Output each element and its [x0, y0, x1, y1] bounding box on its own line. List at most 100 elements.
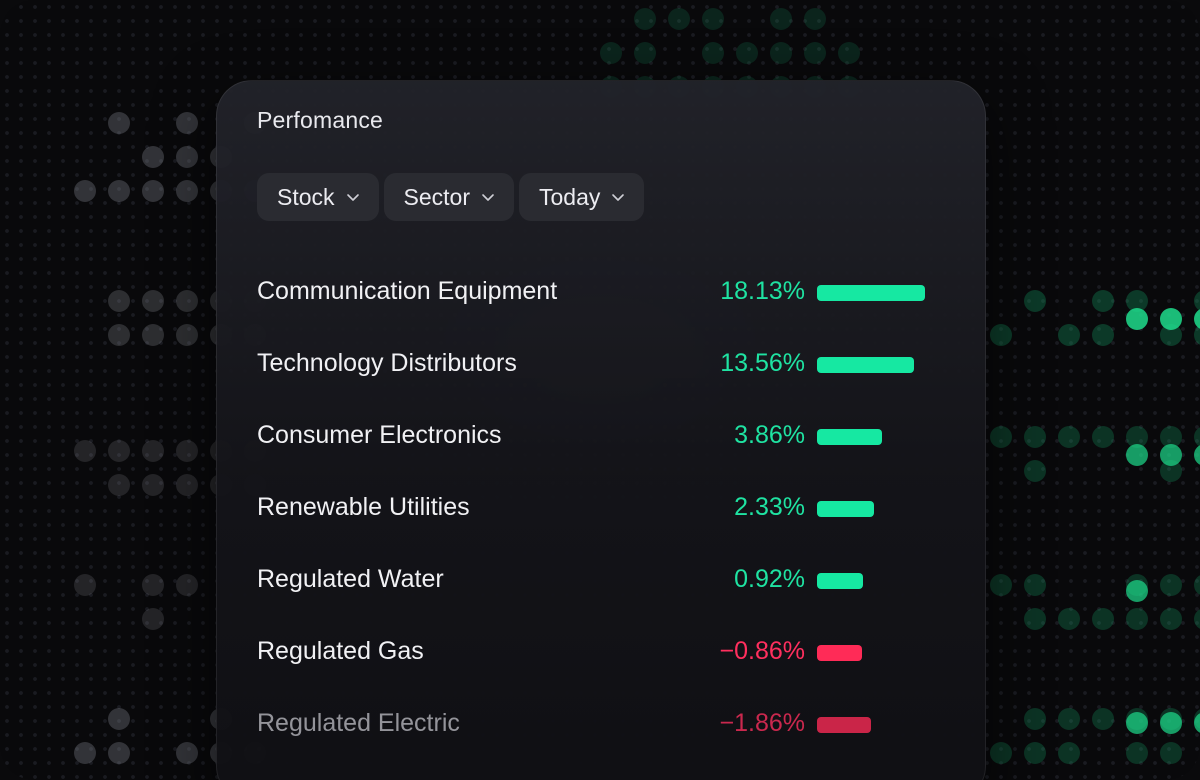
panel-title: Perfomance: [257, 107, 383, 134]
sector-name: Communication Equipment: [257, 277, 557, 306]
background-dot: [142, 146, 164, 168]
background-dot: [176, 440, 198, 462]
stock-filter-dropdown[interactable]: Stock: [257, 173, 379, 221]
background-dot: [990, 426, 1012, 448]
list-item[interactable]: Regulated Gas −0.86%: [257, 617, 957, 689]
performance-bar: [817, 429, 882, 445]
background-dot: [1126, 580, 1148, 602]
performance-bar: [817, 501, 874, 517]
sector-name: Renewable Utilities: [257, 493, 470, 522]
performance-bar: [817, 717, 871, 733]
list-item[interactable]: Communication Equipment 18.13%: [257, 257, 957, 329]
background-dot: [838, 42, 860, 64]
background-dot: [634, 8, 656, 30]
list-item[interactable]: Technology Distributors 13.56%: [257, 329, 957, 401]
background-dot: [1024, 426, 1046, 448]
background-dot: [1194, 308, 1200, 330]
background-dot: [1024, 742, 1046, 764]
background-dot: [142, 440, 164, 462]
background-dot: [176, 574, 198, 596]
sector-name: Technology Distributors: [257, 349, 517, 378]
background-dot: [1024, 574, 1046, 596]
background-dot: [108, 708, 130, 730]
background-dot: [1126, 742, 1148, 764]
background-dot: [176, 742, 198, 764]
background-dot: [176, 146, 198, 168]
background-dot: [176, 324, 198, 346]
background-dot: [1126, 712, 1148, 734]
percent-change: 13.56%: [720, 349, 805, 378]
sector-name: Regulated Water: [257, 565, 444, 594]
background-dot: [990, 742, 1012, 764]
period-filter-dropdown[interactable]: Today: [519, 173, 644, 221]
sector-name: Regulated Electric: [257, 709, 460, 738]
performance-panel: Perfomance Stock Sector Today: [216, 80, 986, 780]
background-dot: [142, 180, 164, 202]
background-dot: [1160, 444, 1182, 466]
sector-name: Consumer Electronics: [257, 421, 502, 450]
background-dot: [176, 474, 198, 496]
background-dot: [1024, 290, 1046, 312]
background-dot: [1058, 608, 1080, 630]
background-dot: [1126, 308, 1148, 330]
chevron-down-icon: [345, 189, 361, 205]
background-dot: [1024, 460, 1046, 482]
stock-filter-label: Stock: [277, 184, 335, 211]
background-dot: [1092, 708, 1114, 730]
performance-bar: [817, 285, 925, 301]
background-dot: [108, 180, 130, 202]
chevron-down-icon: [610, 189, 626, 205]
background-dot: [702, 42, 724, 64]
percent-change: 3.86%: [734, 421, 805, 450]
percent-change: −1.86%: [720, 709, 806, 738]
performance-bar: [817, 357, 914, 373]
background-dot: [1092, 426, 1114, 448]
percent-change: 2.33%: [734, 493, 805, 522]
background-dot: [1058, 324, 1080, 346]
background-dot: [74, 574, 96, 596]
background-dot: [1024, 608, 1046, 630]
performance-list: Communication Equipment 18.13% Technolog…: [257, 257, 957, 761]
background-dot: [142, 608, 164, 630]
background-dot: [804, 42, 826, 64]
background-dot: [668, 8, 690, 30]
background-dot: [74, 180, 96, 202]
background-dot: [1160, 742, 1182, 764]
background-dot: [1092, 608, 1114, 630]
percent-change: −0.86%: [720, 637, 806, 666]
background-dot: [74, 440, 96, 462]
background-dot: [176, 180, 198, 202]
background-dot: [770, 8, 792, 30]
background-dot: [1126, 444, 1148, 466]
background-dot: [108, 290, 130, 312]
background-dot: [1194, 444, 1200, 466]
background-dot: [1126, 608, 1148, 630]
background-dot: [990, 324, 1012, 346]
background-dot: [600, 42, 622, 64]
list-item[interactable]: Regulated Water 0.92%: [257, 545, 957, 617]
background-dot: [1024, 708, 1046, 730]
performance-bar: [817, 645, 862, 661]
background-dot: [1194, 574, 1200, 596]
sector-filter-label: Sector: [404, 184, 470, 211]
list-item[interactable]: Consumer Electronics 3.86%: [257, 401, 957, 473]
background-dot: [176, 290, 198, 312]
filter-bar: Stock Sector Today: [257, 173, 644, 221]
background-dot: [108, 742, 130, 764]
background-dot: [142, 574, 164, 596]
background-dot: [74, 742, 96, 764]
background-dot: [1058, 426, 1080, 448]
performance-bar: [817, 573, 863, 589]
background-dot: [990, 574, 1012, 596]
background-dot: [1160, 712, 1182, 734]
list-item[interactable]: Regulated Electric −1.86%: [257, 689, 957, 761]
background-dot: [1160, 608, 1182, 630]
background-dot: [1058, 708, 1080, 730]
list-item[interactable]: Renewable Utilities 2.33%: [257, 473, 957, 545]
background-dot: [634, 42, 656, 64]
sector-filter-dropdown[interactable]: Sector: [384, 173, 514, 221]
background-dot: [804, 8, 826, 30]
background-dot: [108, 440, 130, 462]
background-dot: [108, 324, 130, 346]
